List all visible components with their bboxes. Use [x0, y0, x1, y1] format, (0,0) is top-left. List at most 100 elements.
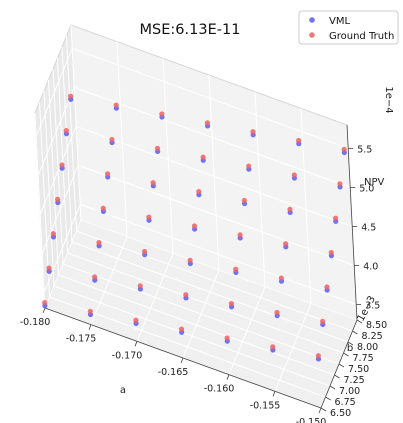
x-tick-label: -0.150	[296, 417, 327, 423]
y-tick-label: 7.50	[348, 364, 369, 375]
point-ground-truth	[113, 102, 119, 108]
grid-line-y	[71, 241, 349, 343]
y-tick-label: 7.75	[353, 353, 374, 364]
point-ground-truth	[154, 145, 161, 151]
x-tick-label: -0.180	[20, 317, 51, 328]
point-ground-truth	[159, 111, 165, 117]
grid-line-z	[43, 204, 81, 293]
point-ground-truth	[270, 344, 276, 350]
point-ground-truth	[204, 120, 210, 126]
point-ground-truth	[224, 335, 230, 341]
z-tick-label: 4.5	[361, 222, 376, 233]
y-tick-label: 6.75	[335, 397, 356, 408]
data-points	[42, 93, 347, 362]
x-tick-mark	[318, 407, 322, 414]
grid-line-y	[43, 90, 55, 287]
point-ground-truth	[328, 249, 334, 256]
point-ground-truth	[100, 205, 106, 211]
grid-line-y	[57, 57, 68, 254]
x-tick-label: -0.170	[112, 350, 143, 361]
y-tick-label: 8.00	[357, 342, 378, 353]
point-ground-truth	[233, 266, 239, 272]
grid-line-z	[41, 165, 79, 254]
point-ground-truth	[200, 154, 206, 160]
point-ground-truth	[296, 137, 302, 144]
point-ground-truth	[341, 146, 347, 152]
y-tick-mark	[320, 407, 327, 412]
point-ground-truth	[133, 317, 139, 323]
point-ground-truth	[178, 326, 185, 332]
point-ground-truth	[196, 188, 202, 195]
z-tick-label: 3.5	[365, 300, 380, 311]
z-axis-line	[346, 124, 358, 321]
grid-line-y	[52, 68, 64, 265]
point-ground-truth	[228, 301, 235, 307]
x-tick-mark	[180, 357, 184, 364]
axis-ticks: -0.180 -0.175 -0.170 -0.165 -0.160 -0.155 -0.1…	[20, 124, 387, 423]
point-ground-truth	[104, 171, 111, 177]
point-ground-truth	[274, 309, 280, 316]
y-tick-label: 7.00	[339, 386, 360, 397]
legend-marker-vml	[309, 17, 315, 23]
grid-line-z	[37, 87, 75, 176]
point-ground-truth	[324, 284, 330, 290]
z-axis-scale-label: 1e−4	[383, 86, 394, 113]
point-ground-truth	[283, 241, 289, 247]
point-ground-truth	[191, 223, 198, 229]
y-tick-mark	[325, 396, 331, 401]
grid-line-y	[34, 112, 46, 309]
point-ground-truth	[291, 172, 297, 178]
point-ground-truth	[278, 275, 284, 281]
legend-marker-ground-truth	[309, 32, 315, 38]
point-ground-truth	[59, 162, 65, 168]
legend-label-ground-truth: Ground Truth	[329, 31, 394, 42]
x-tick-mark	[226, 374, 230, 380]
y-tick-mark	[352, 330, 358, 335]
grid-line-y	[61, 46, 73, 243]
grid-line-x	[116, 41, 128, 237]
y-tick-mark	[347, 341, 354, 346]
point-ground-truth	[246, 163, 252, 169]
grid-line-y	[70, 24, 82, 221]
x-tick-label: -0.165	[158, 367, 189, 378]
x-tick-mark	[88, 324, 92, 330]
legend-label-vml: VML	[329, 16, 350, 27]
grid-line-x	[162, 58, 174, 254]
point-ground-truth	[320, 318, 326, 324]
point-ground-truth	[187, 257, 193, 263]
point-ground-truth	[332, 215, 339, 221]
z-tick-label: 4.0	[363, 261, 378, 272]
point-ground-truth	[63, 127, 69, 134]
point-ground-truth	[141, 248, 148, 255]
legend-box	[298, 10, 399, 45]
point-ground-truth	[96, 240, 102, 246]
grid-line-z	[39, 126, 77, 215]
chart-title: MSE:6.13E-11	[140, 22, 241, 38]
x-axis-label: a	[120, 385, 126, 396]
point-ground-truth	[237, 232, 243, 238]
y-tick-mark	[338, 363, 345, 368]
point-ground-truth	[92, 274, 98, 280]
x-tick-mark	[134, 341, 138, 347]
y-tick-mark	[356, 319, 363, 324]
y-tick-mark	[329, 385, 336, 390]
y-tick-mark	[334, 374, 340, 379]
x-tick-mark	[272, 391, 276, 397]
grid-lines	[34, 24, 358, 409]
point-ground-truth	[109, 136, 115, 143]
point-ground-truth	[183, 292, 189, 298]
grid-line-y	[76, 230, 353, 332]
grid-line-x	[208, 74, 220, 271]
point-ground-truth	[250, 129, 256, 135]
y-tick-label: 7.25	[344, 375, 365, 386]
point-ground-truth	[87, 308, 93, 315]
grid-line-y	[39, 101, 50, 298]
y-axis-label: b	[347, 343, 353, 354]
grid-line-y	[80, 219, 358, 321]
point-ground-truth	[337, 181, 343, 187]
grid-line-z	[76, 125, 353, 227]
y-tick-label: 8.50	[366, 320, 387, 331]
point-ground-truth	[68, 93, 74, 99]
x-tick-label: -0.160	[204, 384, 235, 395]
